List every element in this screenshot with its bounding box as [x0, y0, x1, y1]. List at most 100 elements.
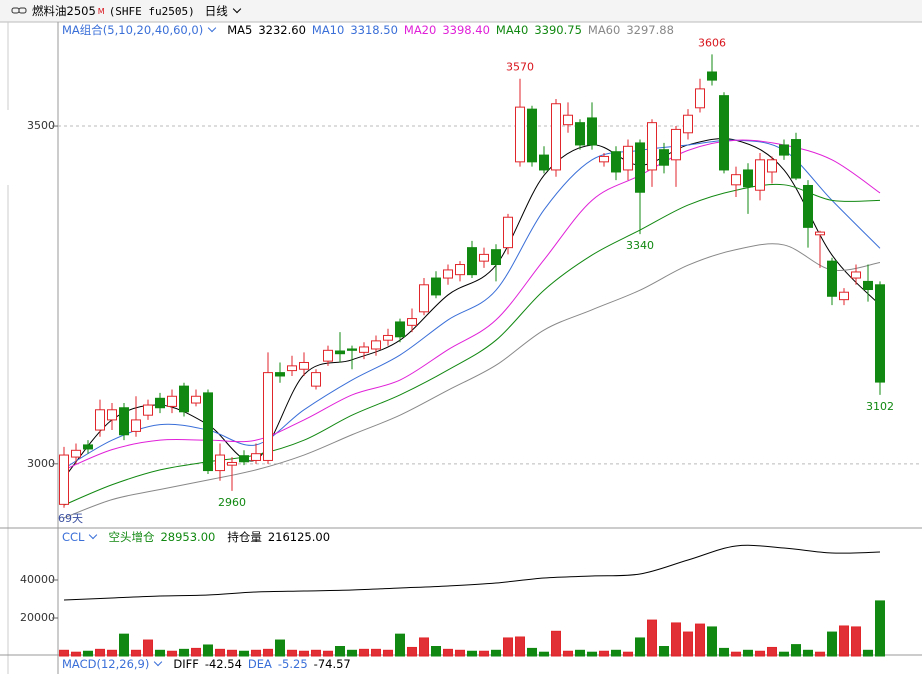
candle-body: [611, 151, 621, 173]
macd-value: -42.54: [204, 657, 242, 671]
candle-body: [803, 184, 813, 228]
code: (SHFE fu2505): [108, 4, 195, 18]
candle-body: [635, 142, 645, 193]
line-series: [63, 243, 881, 519]
legend-title[interactable]: MA组合(5,10,20,40,60,0): [62, 23, 204, 37]
candle-body: [431, 277, 441, 296]
legend-name: MA40: [495, 23, 529, 37]
y-tick-label: 3000: [27, 457, 55, 470]
price-annotation: 3570: [506, 61, 534, 74]
title-bar: [0, 0, 922, 22]
candle-body: [143, 404, 153, 416]
volume-bar: [635, 637, 645, 657]
macd-value: -74.57: [313, 657, 351, 671]
candle-body: [191, 395, 201, 404]
volume-bar: [863, 649, 873, 657]
volume-bar: [575, 649, 585, 657]
chevron[interactable]: [89, 530, 98, 540]
candle-body: [275, 372, 285, 377]
candle-body: [719, 95, 729, 171]
volume-bar: [815, 651, 825, 657]
volume-bar: [431, 645, 441, 657]
volume-bar: [71, 651, 81, 657]
stat-name: 空头增仓: [108, 530, 155, 544]
candle-body: [647, 122, 657, 171]
candle-body: [491, 249, 501, 266]
volume-bar: [119, 633, 129, 657]
line-series: [63, 183, 881, 506]
volume-bar: [299, 650, 309, 657]
legend-name: MA60: [587, 23, 621, 37]
candle-body: [335, 350, 345, 355]
candle-body: [263, 372, 273, 461]
volume-bar: [875, 600, 885, 657]
volume-bar: [539, 651, 549, 657]
volume-bar: [803, 649, 813, 657]
candle-body: [107, 409, 117, 421]
volume-bar: [419, 637, 429, 657]
y-tick-label: 3500: [27, 119, 55, 132]
volume-bar: [791, 644, 801, 657]
volume-bar: [167, 650, 177, 657]
volume-bar: [491, 649, 501, 657]
candle-body: [527, 108, 537, 163]
volume-bar: [851, 626, 861, 657]
chevron[interactable]: [207, 23, 217, 33]
candle-body: [443, 269, 453, 279]
volume-bar: [287, 649, 297, 657]
volume-bar: [227, 649, 237, 657]
volume-bar: [551, 630, 561, 657]
candle-body: [503, 216, 513, 249]
volume-bar: [263, 648, 273, 657]
legend-title[interactable]: CCL: [62, 530, 85, 544]
macd-title[interactable]: MACD(12,26,9): [62, 657, 150, 671]
volume-bar: [455, 649, 465, 657]
volume-bar: [515, 636, 525, 657]
macd-legend: MACD(12,26,9) DIFF -42.54 DEA -5.25 -74.57: [62, 656, 351, 672]
macd-value: -5.25: [277, 657, 308, 671]
legend-value: 3398.40: [442, 23, 490, 37]
price-annotation: 2960: [218, 496, 246, 509]
volume-bar: [323, 650, 333, 657]
ccl-legend: CCL 空头增仓 28953.00 持仓量 216125.00: [62, 529, 330, 545]
y-tick-label: 20000: [20, 611, 55, 624]
volume-bar: [107, 649, 117, 657]
price-annotation: 3102: [866, 400, 894, 413]
volume-bar: [443, 648, 453, 657]
volume-bar: [479, 650, 489, 657]
macd-name: DEA: [247, 657, 272, 671]
candle-body: [347, 348, 357, 351]
volume-bar: [359, 648, 369, 657]
candle-body: [599, 155, 609, 163]
chevron[interactable]: [154, 657, 163, 667]
candle-body: [767, 159, 777, 173]
candle-body: [227, 461, 237, 466]
icon: [18, 7, 27, 14]
volume-bar: [155, 649, 165, 657]
volume-bar: [347, 649, 357, 657]
candle-body: [179, 385, 189, 413]
volume-bar: [743, 649, 753, 657]
volume-bar: [527, 647, 537, 657]
candle-body: [407, 318, 417, 326]
volume-bar: [371, 648, 381, 657]
legend-value: 3318.50: [350, 23, 398, 37]
candle-body: [587, 117, 597, 146]
candle-body: [59, 454, 69, 505]
badge: M: [97, 6, 105, 16]
volume-bar: [671, 622, 681, 657]
candle-body: [299, 361, 309, 370]
candle-body: [83, 444, 93, 450]
candle-body: [863, 280, 873, 291]
period[interactable]: 日线: [204, 4, 228, 18]
volume-bar: [719, 647, 729, 657]
volume-bar: [203, 644, 213, 657]
volume-bar: [563, 650, 573, 657]
chevron[interactable]: [232, 4, 242, 14]
candle-body: [743, 169, 753, 188]
legend-value: 3390.75: [534, 23, 582, 37]
volume-bar: [179, 648, 189, 657]
price-annotation: 3606: [698, 36, 726, 49]
candle-body: [479, 253, 489, 262]
